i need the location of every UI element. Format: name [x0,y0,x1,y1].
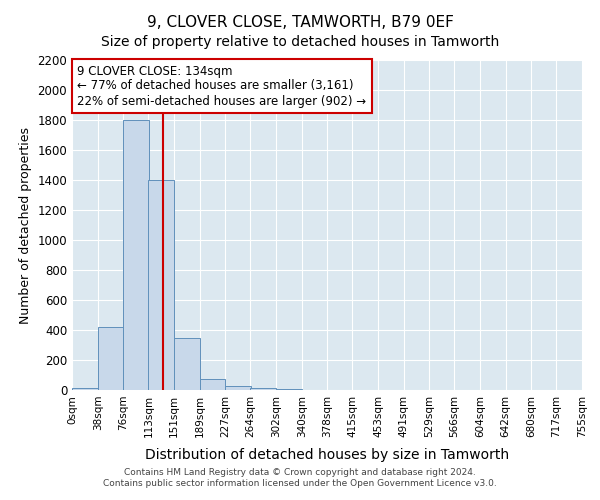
Bar [148,180,174,390]
Text: 9 CLOVER CLOSE: 134sqm
← 77% of detached houses are smaller (3,161)
22% of semi-: 9 CLOVER CLOSE: 134sqm ← 77% of detached… [77,64,367,108]
Text: Contains HM Land Registry data © Crown copyright and database right 2024.
Contai: Contains HM Land Registry data © Crown c… [103,468,497,487]
X-axis label: Distribution of detached houses by size in Tamworth: Distribution of detached houses by size … [145,448,509,462]
Y-axis label: Number of detached properties: Number of detached properties [19,126,32,324]
Bar [174,338,200,390]
Text: Size of property relative to detached houses in Tamworth: Size of property relative to detached ho… [101,35,499,49]
Bar [276,389,302,390]
Bar [226,386,251,390]
Bar [98,327,124,390]
Text: 9, CLOVER CLOSE, TAMWORTH, B79 0EF: 9, CLOVER CLOSE, TAMWORTH, B79 0EF [146,15,454,30]
Bar [200,379,226,390]
Bar [124,120,149,390]
Bar [250,388,276,390]
Bar [72,388,98,390]
